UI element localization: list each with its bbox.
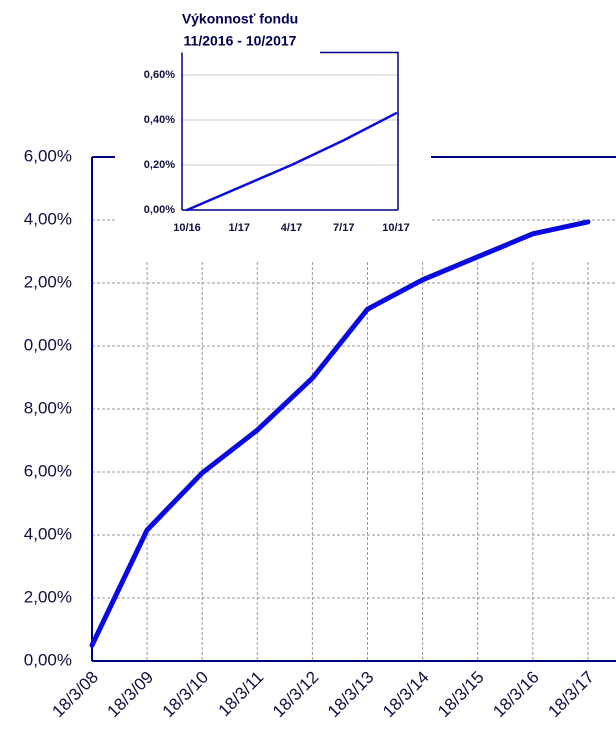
y-tick-label: 4,00% <box>24 209 72 228</box>
y-tick-label: 2,00% <box>24 587 72 606</box>
y-tick-label: 0,60% <box>144 69 175 81</box>
frame <box>320 51 399 210</box>
x-tick-label: 18/3/16 <box>489 668 543 722</box>
y-tick-label: 0,00% <box>24 335 72 354</box>
line-series <box>185 112 398 212</box>
line-series <box>89 219 591 648</box>
y-tick-label: 2,00% <box>24 272 72 291</box>
y-tick-label: 6,00% <box>24 146 72 165</box>
x-tick-label: 18/3/10 <box>159 668 213 722</box>
x-tick-label: 4/17 <box>281 222 302 234</box>
y-tick-label: 0,00% <box>144 204 175 216</box>
x-tick-label: 18/3/08 <box>48 668 102 722</box>
x-tick-label: 1/17 <box>229 222 250 234</box>
x-tick-label: 7/17 <box>333 222 354 234</box>
x-tick-label: 18/3/15 <box>434 668 488 722</box>
inset-chart: Výkonnosť fondu 11/2016 - 10/2017 0,00% 0… <box>144 11 410 234</box>
x-tick-label: 18/3/09 <box>104 668 158 722</box>
y-tick-label: 0,00% <box>24 650 72 669</box>
inset-subtitle: 11/2016 - 10/2017 <box>184 33 297 49</box>
y-tick-label: 8,00% <box>24 398 72 417</box>
y-tick-label: 6,00% <box>24 461 72 480</box>
x-tick-label: 10/16 <box>173 222 201 234</box>
y-tick-label: 0,20% <box>144 159 175 171</box>
inset-title: Výkonnosť fondu <box>182 11 298 27</box>
y-tick-label: 4,00% <box>24 524 72 543</box>
x-tick-label: 18/3/17 <box>544 668 598 722</box>
y-tick-label: 0,40% <box>144 114 175 126</box>
x-tick-label: 18/3/14 <box>379 668 433 722</box>
inset-background <box>115 0 431 262</box>
x-tick-label: 18/3/12 <box>269 668 323 722</box>
x-tick-label: 10/17 <box>382 222 410 234</box>
x-tick-label: 18/3/11 <box>215 668 268 721</box>
x-tick-label: 18/3/13 <box>324 668 378 722</box>
